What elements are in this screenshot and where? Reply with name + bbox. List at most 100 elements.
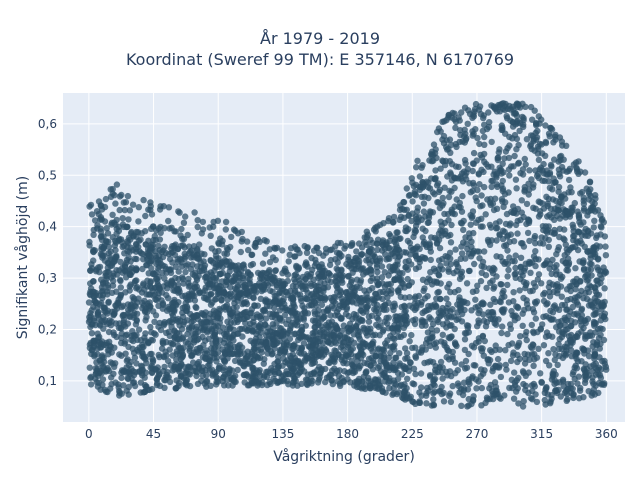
data-point — [142, 317, 149, 324]
data-point — [120, 368, 127, 376]
data-point — [492, 342, 499, 349]
data-point — [333, 308, 341, 316]
data-point — [123, 259, 130, 267]
data-point — [184, 340, 192, 347]
data-point — [578, 358, 585, 365]
data-point — [432, 167, 439, 174]
data-point — [109, 282, 117, 289]
data-point — [298, 380, 305, 387]
data-point — [115, 227, 123, 234]
data-point — [223, 278, 231, 285]
data-point — [106, 254, 114, 261]
data-point — [232, 275, 239, 282]
outlier-point — [87, 201, 95, 209]
data-point — [472, 304, 479, 311]
data-point — [477, 277, 485, 285]
data-point — [286, 327, 294, 334]
data-point — [482, 323, 490, 330]
data-point — [467, 221, 474, 228]
data-point — [308, 370, 315, 378]
data-point — [470, 247, 477, 254]
data-point — [506, 142, 513, 149]
data-point — [451, 339, 459, 346]
data-point — [492, 391, 499, 398]
data-point — [253, 339, 260, 346]
data-point — [191, 272, 198, 279]
data-point — [498, 196, 506, 203]
data-point — [87, 267, 94, 274]
outlier-point — [542, 122, 549, 129]
data-point — [398, 381, 405, 388]
data-point — [264, 345, 272, 353]
data-point — [576, 387, 584, 394]
data-point — [415, 263, 423, 271]
outlier-point — [292, 271, 299, 278]
data-point — [551, 156, 558, 163]
data-point — [525, 305, 532, 312]
data-point — [567, 184, 574, 191]
data-point — [345, 272, 352, 280]
outlier-point — [577, 168, 584, 175]
data-point — [212, 261, 220, 268]
data-point — [547, 398, 554, 405]
data-point — [549, 281, 556, 288]
data-point — [452, 163, 460, 170]
data-point — [363, 303, 371, 311]
data-point — [463, 330, 470, 337]
data-point — [473, 197, 480, 205]
data-point — [499, 227, 507, 234]
data-point — [167, 267, 174, 274]
data-point — [482, 211, 489, 218]
data-point — [496, 164, 503, 172]
data-point — [369, 296, 376, 303]
outlier-point — [363, 228, 370, 235]
data-point — [358, 378, 366, 385]
data-point — [367, 345, 375, 352]
data-point — [462, 234, 469, 241]
data-point — [436, 186, 444, 193]
outlier-point — [586, 190, 593, 197]
data-point — [540, 297, 548, 305]
data-point — [149, 357, 157, 364]
data-point — [537, 199, 544, 206]
data-point — [141, 308, 149, 315]
data-point — [284, 277, 291, 285]
data-point — [525, 191, 532, 198]
data-point — [551, 216, 558, 223]
data-point — [480, 263, 488, 271]
data-point — [148, 284, 155, 292]
outlier-point — [513, 101, 520, 108]
outlier-point — [148, 225, 155, 232]
data-point — [374, 268, 381, 276]
data-point — [455, 264, 462, 271]
data-point — [153, 269, 160, 276]
data-point — [288, 322, 295, 329]
data-point — [417, 370, 425, 377]
outlier-point — [95, 198, 103, 205]
data-point — [153, 296, 160, 304]
data-point — [475, 310, 482, 317]
data-point — [499, 177, 506, 185]
data-point — [97, 233, 105, 240]
data-point — [122, 274, 130, 281]
data-point — [341, 333, 348, 340]
data-point — [551, 226, 558, 234]
data-point — [244, 348, 251, 355]
data-point — [169, 248, 177, 256]
data-point — [499, 185, 507, 193]
data-point — [398, 279, 405, 286]
data-point — [207, 257, 214, 265]
data-point — [480, 300, 487, 307]
data-point — [186, 282, 194, 289]
data-point — [405, 211, 412, 219]
data-point — [591, 351, 598, 359]
data-point — [133, 310, 141, 317]
outlier-point — [492, 105, 499, 113]
data-point — [131, 382, 139, 390]
data-point — [189, 290, 196, 297]
data-point — [327, 272, 334, 279]
data-point — [486, 265, 493, 272]
data-point — [530, 280, 537, 287]
outlier-point — [93, 208, 101, 215]
data-point — [350, 310, 358, 318]
